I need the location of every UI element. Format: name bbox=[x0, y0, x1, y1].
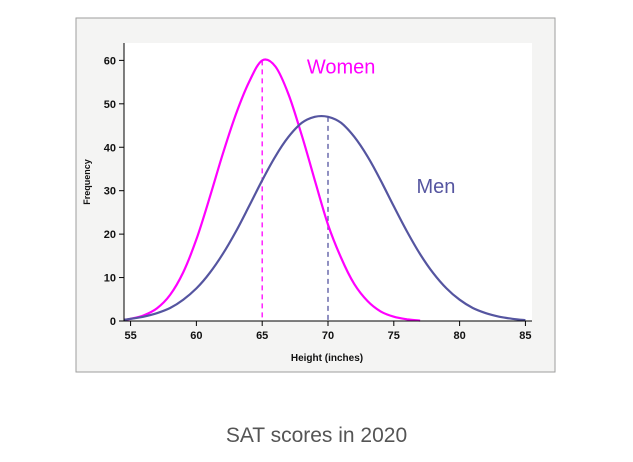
x-tick-label: 65 bbox=[256, 330, 268, 342]
y-tick-label: 20 bbox=[104, 229, 116, 241]
x-tick-label: 55 bbox=[124, 330, 136, 342]
y-tick-label: 0 bbox=[110, 316, 116, 328]
x-tick-label: 60 bbox=[190, 330, 202, 342]
y-tick-label: 30 bbox=[104, 186, 116, 198]
x-tick-label: 70 bbox=[322, 330, 334, 342]
y-tick-label: 40 bbox=[104, 142, 116, 154]
figure-caption: SAT scores in 2020 bbox=[225, 424, 408, 447]
y-tick-label: 50 bbox=[104, 99, 116, 111]
series-label-men: Men bbox=[416, 176, 455, 198]
x-tick-label: 85 bbox=[519, 330, 531, 342]
series-line-women bbox=[123, 58, 421, 322]
x-tick-label: 80 bbox=[453, 330, 465, 342]
y-axis-title: Frequency bbox=[82, 159, 92, 205]
height-distribution-chart: Women Men 0 10 20 30 40 50 60 55 60 65 70 75 80 85 He… bbox=[75, 17, 556, 373]
x-tick-label: 75 bbox=[388, 330, 400, 342]
x-axis-title: Height (inches) bbox=[291, 353, 363, 364]
series-line-men bbox=[123, 114, 526, 322]
y-tick-label: 10 bbox=[104, 273, 116, 285]
y-tick-label: 60 bbox=[104, 55, 116, 67]
series-label-women: Women bbox=[307, 56, 376, 78]
